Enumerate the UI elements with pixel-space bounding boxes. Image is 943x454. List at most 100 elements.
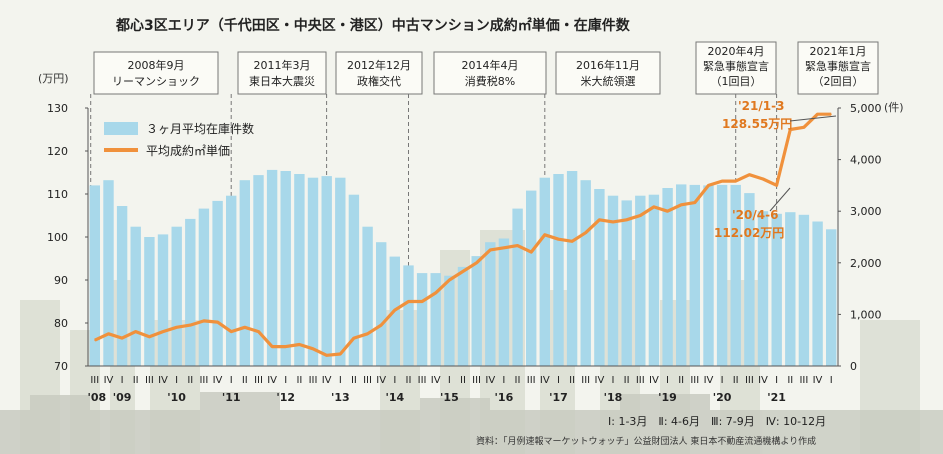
price-point-26 [448,279,450,281]
inventory-bar-29 [485,242,496,366]
quarter-label-23: II [406,375,412,386]
inventory-bar-43 [676,184,687,366]
x-axis-labels: III IV I II III IV I II III IV I II III IV I II III IV I II… [87,375,832,404]
annotation-value-2020: 112.02万円 [714,226,784,240]
inventory-bar-17 [321,176,332,366]
quarter-label-4: III [145,375,154,386]
price-point-49 [762,178,764,180]
quarter-label-42: I [666,375,669,386]
legend-label-price: 平均成約㎡単価 [146,143,230,158]
price-point-8 [203,320,205,322]
quarter-label-33: IV [540,375,550,386]
price-point-15 [298,343,300,346]
price-point-0 [94,339,96,341]
inventory-bar-49 [757,211,769,366]
year-label-7: '15 [440,391,459,404]
price-point-42 [666,210,669,212]
inventory-bar-35 [566,171,578,366]
price-point-44 [694,202,696,204]
y-left-tick-4: 90 [54,274,68,287]
inventory-bar-40 [635,195,646,366]
inventory-bar-31 [512,208,523,366]
quarter-label-7: II [187,375,193,386]
price-point-46 [721,180,723,182]
y-right-tick-4: 1,000 [850,308,882,321]
price-point-2 [121,337,123,339]
source-note: 資料：「月例速報マーケットウォッチ」公益財団法人 東日本不動産流通機構より作成 [476,435,816,447]
quarter-label-5: IV [158,375,168,386]
inventory-bar-50 [771,213,782,366]
quarter-label-45: IV [704,375,714,386]
inventory-bar-10 [226,195,237,366]
quarter-label-27: II [460,375,466,386]
inventory-bar-19 [348,194,360,366]
price-point-27 [462,270,464,272]
y-left-tick-6: 70 [54,360,68,373]
inventory-bar-14 [280,171,291,366]
quarter-label-21: IV [376,375,386,386]
quarter-label-48: III [745,375,754,386]
inventory-bar-26 [444,275,455,366]
quarter-label-2: I [121,375,124,386]
quarter-label-26: I [448,375,451,386]
price-point-47 [735,180,737,182]
axes: 130 120 110 100 90 80 70 5,000 4,000 3,000 2,000 1,… [47,102,882,373]
inventory-bar-6 [171,226,182,366]
price-point-41 [653,206,655,208]
year-label-10: '18 [604,391,623,404]
price-point-34 [557,238,560,240]
inventory-bar-3 [130,226,141,366]
price-point-16 [312,348,314,350]
quarter-label-12: III [254,375,263,386]
quarter-label-38: I [612,375,615,386]
inventory-bar-52 [798,214,810,366]
price-point-17 [326,354,328,356]
quarter-label-15: II [296,375,302,386]
inventory-bar-0 [89,185,100,366]
year-label-2: '10 [167,391,186,404]
year-label-4: '12 [276,391,295,404]
event-name-0: リーマンショック [112,75,200,88]
price-line [94,112,832,357]
y-right-tick-3: 2,000 [850,257,882,270]
quarter-label-1: IV [104,375,114,386]
year-label-8: '16 [495,391,514,404]
price-point-3 [135,331,137,333]
quarter-label-25: IV [431,375,441,386]
quarter-label-37: IV [595,375,605,386]
quarter-label-36: III [581,375,590,386]
price-point-30 [503,247,505,249]
annotation-leader-2020 [769,187,791,212]
annotation-value-2021: 128.55万円 [722,117,792,131]
event-sub-5: （1回目） [711,75,762,88]
inventory-bar-21 [376,242,387,366]
quarter-label-40: III [636,375,645,386]
price-point-13 [271,346,273,348]
event-date-5: 2020年4月 [708,44,765,58]
price-point-4 [148,336,150,338]
event-name-1: 東日本大震災 [249,74,315,88]
quarter-label-20: III [363,375,372,386]
price-point-53 [816,113,819,115]
chart-title: 都心3区エリア（千代田区・中央区・港区）中古マンション成約㎡単価・在庫件数 [115,17,631,34]
price-point-45 [707,184,710,186]
price-point-22 [394,309,396,311]
legend-swatch-inventory [104,122,138,135]
inventory-bar-36 [580,180,591,366]
quarter-label-30: I [502,375,505,386]
inventory-bar-2 [116,206,128,366]
year-label-6: '14 [385,391,404,404]
price-point-21 [380,324,382,326]
price-point-23 [407,300,410,303]
y-left-unit: (万円) [38,72,69,85]
price-point-28 [476,262,478,264]
inventory-bar-42 [662,188,673,366]
quarter-label-24: III [418,375,427,386]
quarter-label-6: I [175,375,178,386]
inventory-bar-54 [826,229,837,366]
inventory-bar-16 [307,177,319,366]
price-point-33 [544,234,546,236]
inventory-bar-45 [703,185,714,366]
quarter-label-31: II [515,375,521,386]
